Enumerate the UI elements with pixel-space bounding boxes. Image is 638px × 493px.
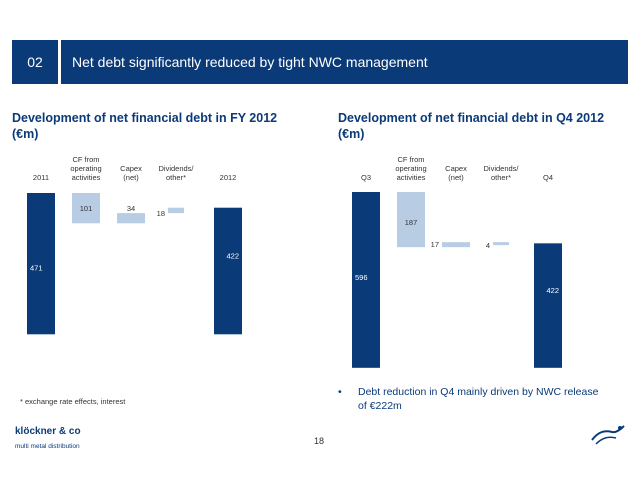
page-number: 18 bbox=[313, 436, 324, 446]
value-label-fy-0: 471 bbox=[30, 264, 43, 273]
category-label-fy-2: Capex (net) bbox=[101, 164, 161, 182]
bar-fy-0 bbox=[27, 193, 55, 335]
bar-fy-4 bbox=[214, 207, 242, 335]
bar-fy-1 bbox=[72, 193, 100, 224]
bar-fy-2 bbox=[117, 213, 145, 224]
bar-q4-1 bbox=[397, 192, 425, 248]
page-title: Net debt significantly reduced by tight … bbox=[72, 54, 428, 70]
value-label-q4-2: 17 bbox=[431, 240, 439, 249]
value-label-q4-0: 596 bbox=[355, 273, 368, 282]
value-label-q4-4: 422 bbox=[546, 286, 559, 295]
category-label-line: Capex bbox=[120, 164, 142, 173]
section-number: 02 bbox=[27, 54, 43, 70]
category-label-fy-0: 2011 bbox=[11, 173, 71, 182]
header-divider bbox=[58, 40, 61, 84]
bullet-marker: • bbox=[338, 386, 342, 398]
value-label-fy-3: 18 bbox=[157, 209, 165, 218]
category-label-fy-1: CF from operating activities bbox=[56, 155, 116, 182]
value-label-q4-1: 187 bbox=[405, 218, 418, 227]
bar-q4-0 bbox=[352, 192, 380, 368]
category-label-line: other* bbox=[490, 173, 511, 182]
category-label-line: 2011 bbox=[32, 173, 50, 182]
brand-mark-icon bbox=[591, 425, 625, 445]
category-label-q4-1: CF from operating activities bbox=[381, 155, 441, 182]
category-label-line: operating bbox=[395, 164, 427, 173]
company-tagline: multi metal distribution bbox=[15, 443, 80, 450]
category-label-line: (net) bbox=[123, 173, 139, 182]
category-label-fy-4: 2012 bbox=[198, 173, 258, 182]
category-label-q4-3: Dividends/other* bbox=[471, 164, 531, 182]
category-label-line: Q4 bbox=[542, 173, 553, 182]
category-label-line: (net) bbox=[448, 173, 464, 182]
category-label-line: CF from bbox=[72, 155, 100, 164]
value-label-fy-4: 422 bbox=[226, 251, 239, 260]
category-label-line: 2012 bbox=[219, 173, 237, 182]
bar-fy-3 bbox=[168, 207, 184, 214]
footnote: * exchange rate effects, interest bbox=[20, 397, 126, 406]
right-chart-title-line2: (€m) bbox=[338, 127, 365, 141]
category-label-fy-3: Dividends/other* bbox=[146, 164, 206, 182]
category-label-line: other* bbox=[165, 173, 186, 182]
category-label-line: activities bbox=[396, 173, 426, 182]
category-label-line: operating bbox=[70, 164, 102, 173]
category-label-line: CF from bbox=[397, 155, 425, 164]
value-label-q4-3: 4 bbox=[486, 241, 490, 250]
category-label-line: Dividends/ bbox=[483, 164, 519, 173]
category-label-line: activities bbox=[71, 173, 101, 182]
value-label-fy-2: 34 bbox=[127, 204, 135, 213]
category-label-line: Capex bbox=[445, 164, 467, 173]
bullet-text: Debt reduction in Q4 mainly driven by NW… bbox=[358, 386, 599, 412]
value-label-fy-1: 101 bbox=[80, 204, 93, 213]
category-label-q4-0: Q3 bbox=[336, 173, 396, 182]
company-logo: klöckner & co bbox=[15, 426, 81, 437]
left-chart-title-line2: (€m) bbox=[12, 127, 39, 141]
right-chart-title-line1: Development of net financial debt in Q4 … bbox=[338, 111, 605, 125]
bar-q4-2 bbox=[442, 242, 470, 248]
category-label-q4-2: Capex (net) bbox=[426, 164, 486, 182]
left-chart-title-line1: Development of net financial debt in FY … bbox=[12, 111, 278, 125]
header-bar bbox=[12, 40, 628, 84]
category-label-line: Q3 bbox=[360, 173, 371, 182]
bar-q4-4 bbox=[534, 243, 562, 368]
bar-q4-3 bbox=[493, 242, 509, 246]
category-label-line: Dividends/ bbox=[158, 164, 194, 173]
category-label-q4-4: Q4 bbox=[518, 173, 578, 182]
